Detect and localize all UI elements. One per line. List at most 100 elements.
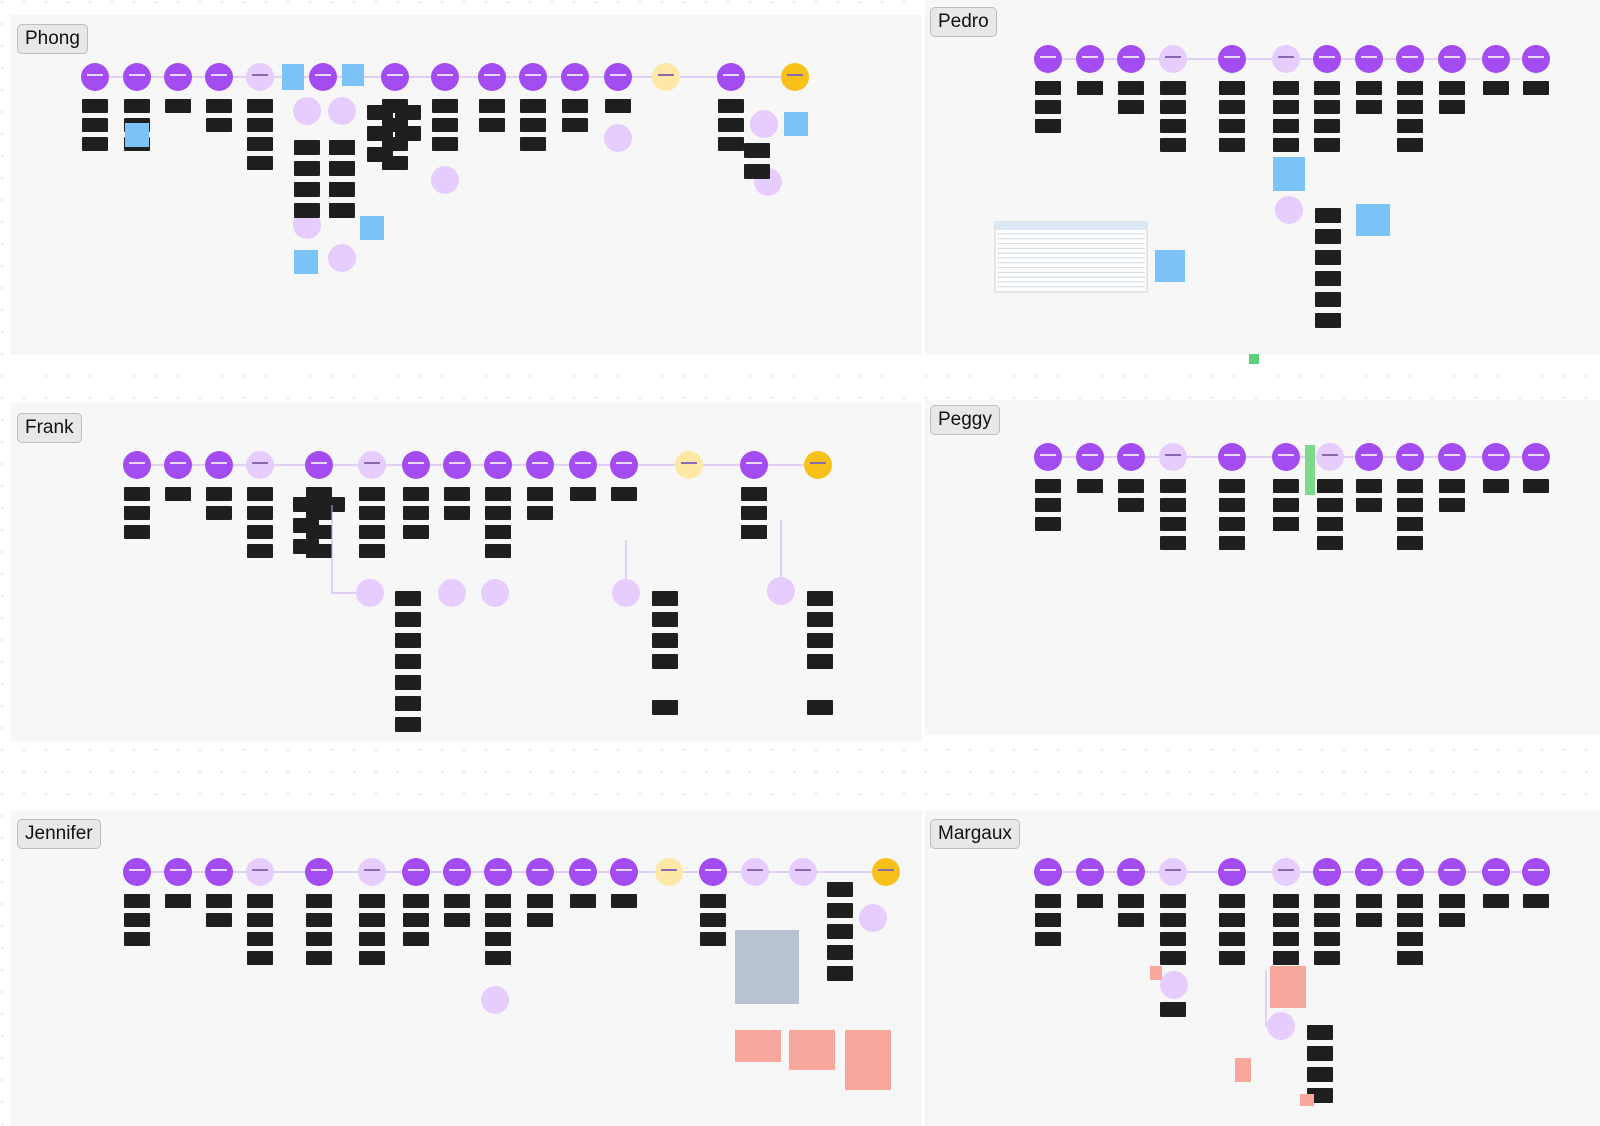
step-card — [82, 118, 108, 132]
step-card — [1273, 951, 1299, 965]
panel-label[interactable]: Jennifer — [17, 819, 101, 849]
sub-node — [1160, 971, 1188, 999]
sticky-note — [735, 1030, 781, 1062]
step-card — [485, 894, 511, 908]
step-card — [827, 966, 853, 981]
node — [1482, 858, 1510, 886]
step-card — [1160, 932, 1186, 946]
panel — [10, 402, 922, 742]
panel-label[interactable]: Phong — [17, 24, 88, 54]
sticky-note — [1270, 966, 1306, 1008]
panel-label[interactable]: Frank — [17, 413, 82, 443]
node-text — [1123, 869, 1139, 871]
step-card — [1397, 894, 1423, 908]
node — [484, 451, 512, 479]
node-text — [252, 462, 268, 464]
step-card — [1035, 81, 1061, 95]
step-card — [1439, 100, 1465, 114]
step-card — [527, 894, 553, 908]
step-card — [1317, 536, 1343, 550]
step-card — [1273, 517, 1299, 531]
node-text — [1319, 56, 1335, 58]
node — [717, 63, 745, 91]
node-text — [1402, 56, 1418, 58]
node-text — [1322, 454, 1338, 456]
step-card — [1273, 119, 1299, 133]
step-card — [1160, 1002, 1186, 1017]
step-card — [367, 126, 393, 141]
sticky-note — [1356, 204, 1390, 236]
sticky-note — [789, 1030, 835, 1070]
panel-label[interactable]: Margaux — [930, 819, 1020, 849]
node — [402, 858, 430, 886]
step-card — [403, 525, 429, 539]
node-text — [1224, 869, 1240, 871]
node-text — [211, 462, 227, 464]
step-card — [1273, 100, 1299, 114]
node — [246, 63, 274, 91]
step-card — [329, 203, 355, 218]
step-card — [1273, 894, 1299, 908]
step-card — [306, 932, 332, 946]
step-card — [1035, 932, 1061, 946]
step-card — [1356, 479, 1382, 493]
step-card — [395, 717, 421, 732]
step-card — [1219, 479, 1245, 493]
step-card — [294, 203, 320, 218]
panel — [10, 15, 922, 355]
panel-label[interactable]: Pedro — [930, 7, 997, 37]
step-card — [827, 903, 853, 918]
node — [1272, 858, 1300, 886]
step-card — [807, 700, 833, 715]
step-card — [1523, 479, 1549, 493]
step-card — [1077, 81, 1103, 95]
step-card — [611, 894, 637, 908]
node — [1076, 858, 1104, 886]
node — [1396, 45, 1424, 73]
node-text — [575, 869, 591, 871]
step-card — [741, 525, 767, 539]
node — [1076, 45, 1104, 73]
node-text — [1528, 869, 1544, 871]
step-card — [1483, 81, 1509, 95]
node-text — [747, 869, 763, 871]
step-card — [247, 544, 273, 558]
step-card — [485, 506, 511, 520]
step-card — [306, 913, 332, 927]
step-card — [807, 654, 833, 669]
node-text — [661, 869, 677, 871]
node-text — [311, 869, 327, 871]
node-text — [490, 869, 506, 871]
step-card — [395, 654, 421, 669]
step-card — [165, 99, 191, 113]
step-card — [395, 696, 421, 711]
sticky-note — [735, 930, 799, 1004]
node-text — [1082, 454, 1098, 456]
step-card — [741, 487, 767, 501]
step-card — [1356, 913, 1382, 927]
node — [1522, 858, 1550, 886]
node-text — [1224, 454, 1240, 456]
panel-label[interactable]: Peggy — [930, 405, 1000, 435]
step-card — [744, 164, 770, 179]
step-card — [1439, 479, 1465, 493]
step-card — [1314, 138, 1340, 152]
step-card — [1483, 894, 1509, 908]
node-text — [1319, 869, 1335, 871]
node-text — [1040, 869, 1056, 871]
node-text — [705, 869, 721, 871]
step-card — [1307, 1046, 1333, 1061]
step-card — [652, 654, 678, 669]
step-card — [444, 487, 470, 501]
node — [1438, 45, 1466, 73]
node — [741, 858, 769, 886]
step-card — [611, 487, 637, 501]
node-text — [311, 462, 327, 464]
node-text — [658, 74, 674, 76]
step-card — [395, 105, 421, 120]
node — [123, 858, 151, 886]
step-card — [403, 932, 429, 946]
step-card — [319, 497, 345, 512]
step-card — [1397, 119, 1423, 133]
step-card — [1439, 894, 1465, 908]
